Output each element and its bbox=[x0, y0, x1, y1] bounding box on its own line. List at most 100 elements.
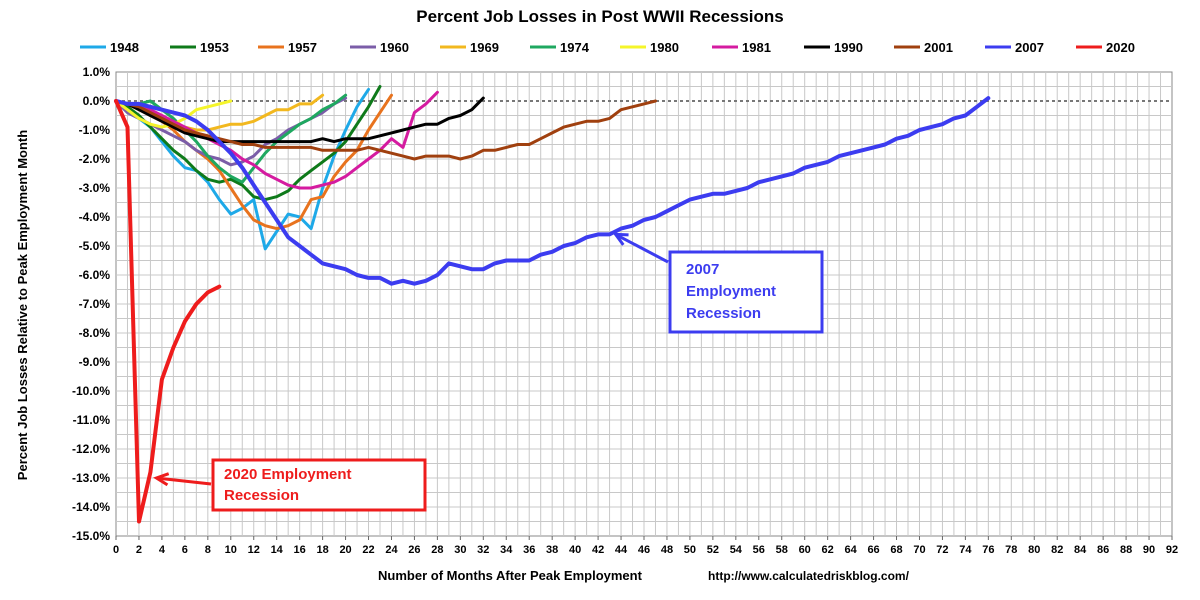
x-tick-label: 10 bbox=[225, 544, 237, 556]
annotation-box bbox=[668, 250, 824, 334]
y-tick-label: 1.0% bbox=[83, 65, 111, 79]
series-line-2007 bbox=[114, 96, 991, 286]
x-tick-label: 42 bbox=[592, 544, 604, 556]
x-tick-label: 28 bbox=[431, 544, 443, 556]
x-tick-label: 2 bbox=[136, 544, 142, 556]
x-tick-label: 44 bbox=[615, 544, 628, 556]
series-line-2001 bbox=[114, 99, 657, 161]
x-axis-label: Number of Months After Peak Employment bbox=[378, 568, 643, 583]
x-tick-label: 0 bbox=[113, 544, 119, 556]
y-tick-label: -1.0% bbox=[79, 123, 111, 137]
x-tick-label: 54 bbox=[730, 544, 743, 556]
legend-label-1980: 1980 bbox=[650, 40, 679, 55]
x-tick-label: 18 bbox=[316, 544, 328, 556]
x-tick-label: 36 bbox=[523, 544, 535, 556]
x-tick-label: 74 bbox=[959, 544, 972, 556]
series-line-1974 bbox=[114, 93, 348, 184]
legend-label-2007: 2007 bbox=[1015, 40, 1044, 55]
series-line-2020 bbox=[114, 99, 222, 524]
y-axis-ticks: 1.0% 0.0% -1.0% -2.0% -3.0% -4.0% -5.0% -6.0% -7… bbox=[72, 65, 110, 543]
x-tick-label: 50 bbox=[684, 544, 696, 556]
legend-label-1974: 1974 bbox=[560, 40, 590, 55]
chart-title: Percent Job Losses in Post WWII Recessio… bbox=[416, 7, 784, 26]
x-tick-label: 62 bbox=[822, 544, 834, 556]
x-tick-label: 64 bbox=[844, 544, 857, 556]
x-tick-label: 80 bbox=[1028, 544, 1040, 556]
annotation-text: Employment bbox=[686, 283, 776, 300]
x-tick-label: 46 bbox=[638, 544, 650, 556]
annotation-text: 2007 bbox=[686, 261, 719, 278]
x-tick-label: 4 bbox=[159, 544, 166, 556]
x-tick-label: 82 bbox=[1051, 544, 1063, 556]
annotation-arrow bbox=[156, 476, 212, 486]
legend-label-2020: 2020 bbox=[1106, 40, 1135, 55]
annotation-text: Recession bbox=[224, 487, 299, 504]
x-tick-label: 60 bbox=[799, 544, 811, 556]
x-tick-label: 38 bbox=[546, 544, 558, 556]
x-axis-ticks: 0 2 4 6 8 10 12 14 16 18 20 22 24 26 28 30 32 34 36 38 40 42 4… bbox=[113, 536, 1178, 556]
annotation-arrow bbox=[614, 233, 669, 264]
legend-label-1981: 1981 bbox=[742, 40, 771, 55]
x-tick-label: 24 bbox=[385, 544, 398, 556]
x-tick-label: 40 bbox=[569, 544, 581, 556]
source-url: http://www.calculatedriskblog.com/ bbox=[708, 569, 910, 583]
legend-label-2001: 2001 bbox=[924, 40, 953, 55]
y-tick-label: 0.0% bbox=[83, 94, 111, 108]
x-tick-label: 30 bbox=[454, 544, 466, 556]
x-tick-label: 66 bbox=[867, 544, 879, 556]
y-tick-label: -13.0% bbox=[72, 471, 110, 485]
x-tick-label: 6 bbox=[182, 544, 188, 556]
y-tick-label: -2.0% bbox=[79, 152, 111, 166]
x-tick-label: 86 bbox=[1097, 544, 1109, 556]
x-tick-label: 34 bbox=[500, 544, 513, 556]
legend-label-1948: 1948 bbox=[110, 40, 139, 55]
y-axis-label: Percent Job Losses Relative to Peak Empl… bbox=[15, 130, 30, 480]
annotation-text: 2020 Employment bbox=[224, 466, 352, 483]
legend-label-1969: 1969 bbox=[470, 40, 499, 55]
annotation-box bbox=[211, 458, 427, 512]
x-tick-label: 20 bbox=[339, 544, 351, 556]
x-tick-label: 12 bbox=[248, 544, 260, 556]
y-tick-label: -11.0% bbox=[73, 413, 111, 427]
y-tick-label: -6.0% bbox=[79, 268, 111, 282]
y-tick-label: -7.0% bbox=[79, 297, 111, 311]
y-tick-label: -3.0% bbox=[79, 181, 111, 195]
x-tick-label: 84 bbox=[1074, 544, 1087, 556]
x-tick-label: 52 bbox=[707, 544, 719, 556]
legend-label-1953: 1953 bbox=[200, 40, 229, 55]
x-tick-label: 32 bbox=[477, 544, 489, 556]
annotations: 2007 Employment Recession 2020 Employment Re… bbox=[153, 232, 824, 512]
annotation-arrowhead bbox=[612, 232, 629, 246]
legend: 1948 1953 1957 1960 1969 1974 1980 1981 1990 2001… bbox=[80, 40, 1135, 55]
x-tick-label: 68 bbox=[890, 544, 902, 556]
series-line-1990 bbox=[114, 96, 485, 144]
x-tick-label: 22 bbox=[362, 544, 374, 556]
y-tick-label: -8.0% bbox=[79, 326, 111, 340]
y-tick-label: -10.0% bbox=[72, 384, 110, 398]
x-tick-label: 26 bbox=[408, 544, 420, 556]
annotation-text: Recession bbox=[686, 305, 761, 322]
series-line-1981 bbox=[114, 90, 439, 190]
x-tick-label: 8 bbox=[205, 544, 211, 556]
x-tick-label: 90 bbox=[1143, 544, 1155, 556]
x-tick-label: 72 bbox=[936, 544, 948, 556]
legend-label-1957: 1957 bbox=[288, 40, 317, 55]
x-tick-label: 48 bbox=[661, 544, 673, 556]
x-tick-label: 78 bbox=[1005, 544, 1017, 556]
x-tick-label: 16 bbox=[294, 544, 306, 556]
x-tick-label: 70 bbox=[913, 544, 925, 556]
y-tick-label: -4.0% bbox=[79, 210, 111, 224]
y-tick-label: -5.0% bbox=[79, 239, 111, 253]
legend-label-1960: 1960 bbox=[380, 40, 409, 55]
annotation-arrowhead bbox=[153, 472, 170, 487]
legend-label-1990: 1990 bbox=[834, 40, 863, 55]
x-tick-label: 76 bbox=[982, 544, 994, 556]
y-tick-label: -9.0% bbox=[79, 355, 111, 369]
x-tick-label: 58 bbox=[776, 544, 788, 556]
x-tick-label: 14 bbox=[271, 544, 284, 556]
series-lines bbox=[114, 85, 991, 524]
y-tick-label: -12.0% bbox=[72, 442, 110, 456]
y-tick-label: -15.0% bbox=[72, 529, 110, 543]
x-tick-label: 88 bbox=[1120, 544, 1132, 556]
